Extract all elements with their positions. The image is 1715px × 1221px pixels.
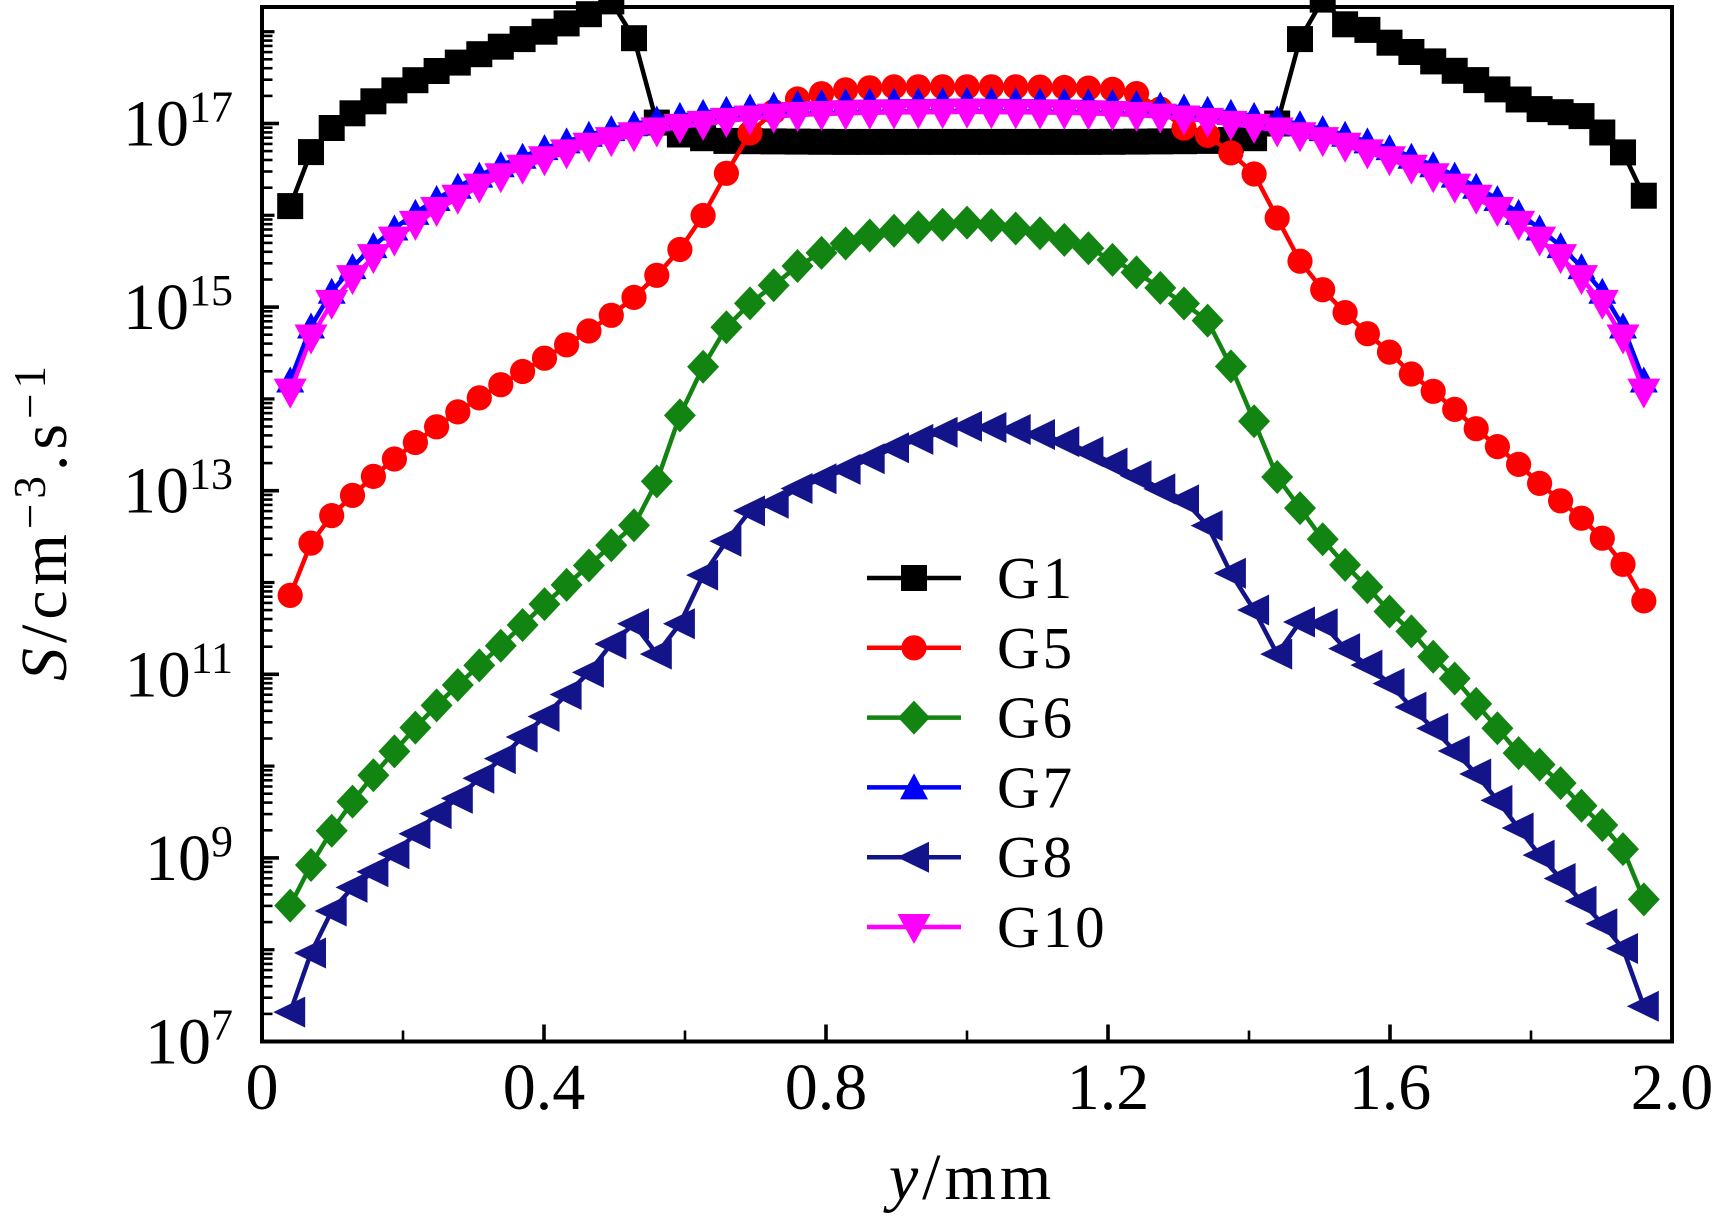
svg-text:1015: 1015 <box>123 266 233 344</box>
svg-text:1017: 1017 <box>123 83 233 161</box>
svg-text:1.6: 1.6 <box>1349 1051 1432 1124</box>
svg-text:G10: G10 <box>997 894 1108 960</box>
svg-text:0.4: 0.4 <box>503 1051 586 1124</box>
svg-text:G8: G8 <box>997 824 1075 890</box>
svg-text:1013: 1013 <box>123 450 233 528</box>
svg-text:0.8: 0.8 <box>785 1051 868 1124</box>
svg-text:0: 0 <box>246 1051 279 1124</box>
svg-text:2.0: 2.0 <box>1631 1051 1714 1124</box>
svg-text:G6: G6 <box>997 685 1075 751</box>
svg-text:G5: G5 <box>997 615 1075 681</box>
svg-text:G1: G1 <box>997 545 1075 611</box>
svg-text:1.2: 1.2 <box>1067 1051 1150 1124</box>
svg-text:y/mm: y/mm <box>883 1141 1055 1214</box>
svg-text:G7: G7 <box>997 754 1075 820</box>
